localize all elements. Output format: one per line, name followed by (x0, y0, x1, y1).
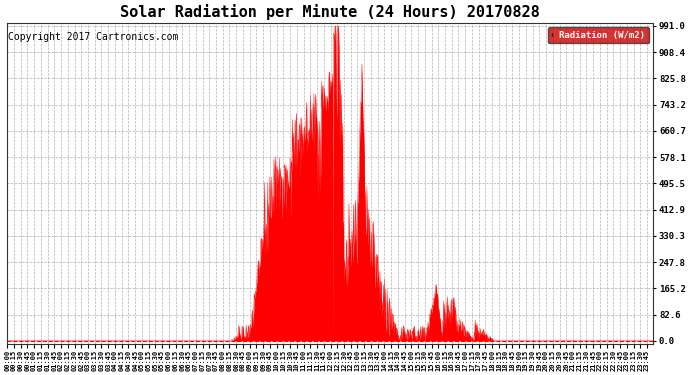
Title: Solar Radiation per Minute (24 Hours) 20170828: Solar Radiation per Minute (24 Hours) 20… (121, 4, 540, 20)
Text: Copyright 2017 Cartronics.com: Copyright 2017 Cartronics.com (8, 32, 179, 42)
Legend: Radiation (W/m2): Radiation (W/m2) (549, 27, 649, 44)
